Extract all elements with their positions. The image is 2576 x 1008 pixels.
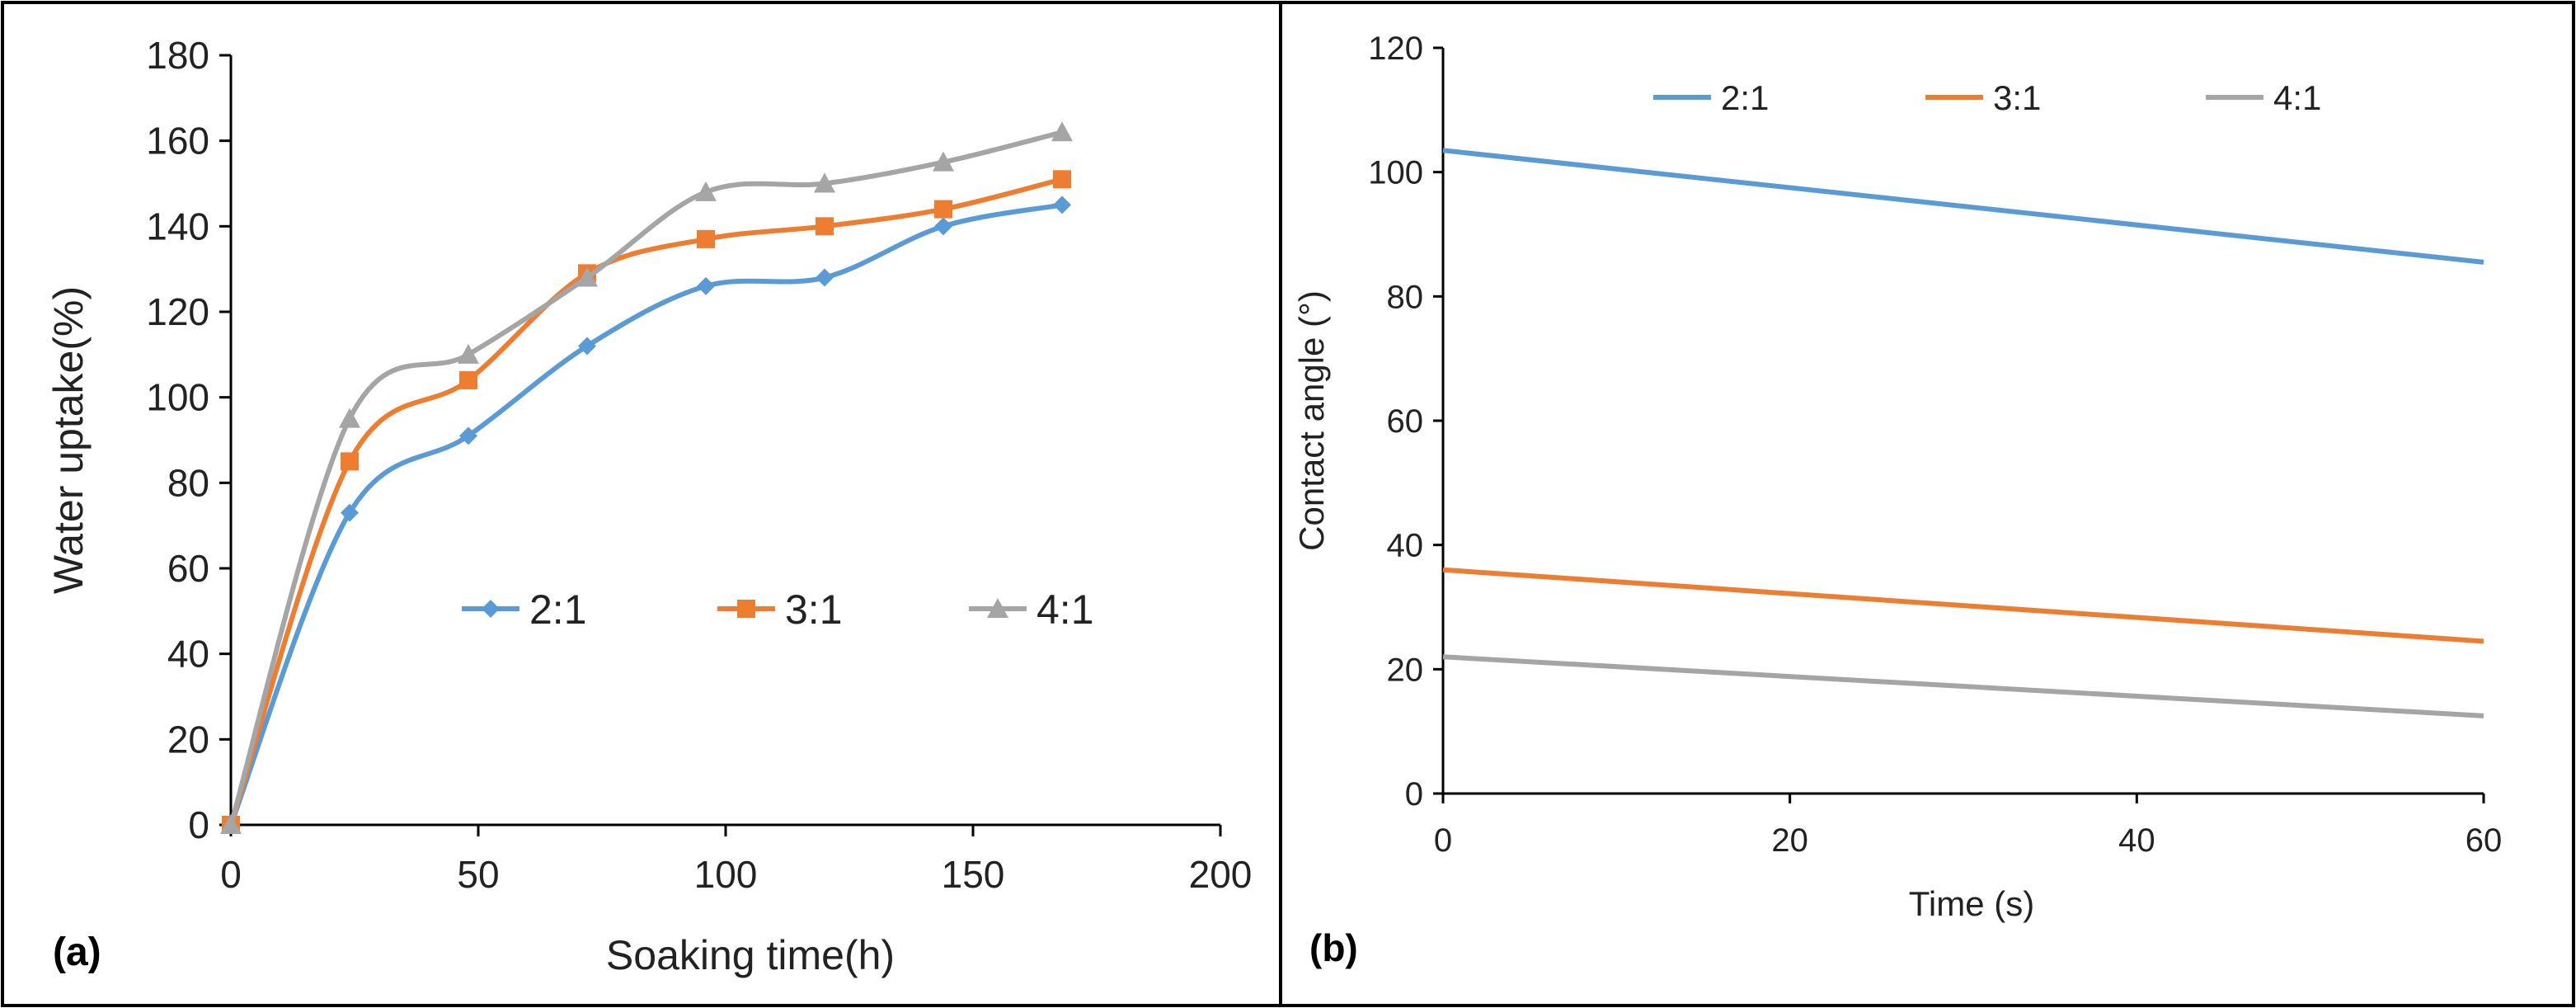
series-1 (222, 195, 1071, 834)
y-tick-label: 120 (1368, 31, 1423, 67)
data-point (816, 268, 834, 287)
legend-marker (737, 600, 755, 618)
legend-entry: 4:1 (969, 586, 1094, 633)
y-axis-label: Contact angle (°) (1292, 290, 1331, 551)
x-tick-label: 200 (1189, 853, 1253, 896)
y-tick-label: 80 (1387, 279, 1424, 315)
y-tick-label: 140 (146, 205, 209, 247)
legend-entry: 3:1 (1925, 78, 2041, 117)
data-point (933, 151, 954, 172)
series-2-line (1442, 567, 2484, 644)
y-tick-label: 100 (146, 376, 209, 419)
data-point (459, 426, 477, 445)
data-point (1051, 121, 1073, 142)
panel-label: (b) (1309, 926, 1358, 969)
legend-entry: 4:1 (2206, 78, 2321, 117)
x-tick-label: 150 (942, 853, 1005, 896)
data-point (697, 229, 715, 248)
legend-label: 2:1 (1721, 78, 1769, 117)
y-tick-label: 40 (1387, 528, 1424, 564)
legend-label: 3:1 (785, 586, 843, 633)
series-line (228, 202, 1063, 827)
data-point (220, 814, 242, 834)
x-tick-label: 20 (1771, 822, 1808, 859)
data-point (695, 181, 717, 201)
data-point (578, 337, 596, 356)
x-axis-label: Soaking time(h) (606, 932, 895, 978)
x-axis-label: Time (s) (1909, 884, 2034, 923)
y-tick-label: 80 (167, 461, 209, 504)
data-point (1053, 170, 1071, 189)
y-tick-label: 60 (1387, 403, 1424, 440)
data-point (459, 370, 477, 389)
legend-label: 4:1 (1037, 586, 1094, 633)
y-tick-label: 0 (1405, 776, 1423, 813)
y-axis-label: Water uptake(%) (45, 286, 92, 594)
legend-marker (987, 598, 1008, 618)
y-tick-label: 160 (146, 120, 209, 163)
data-point (458, 343, 479, 364)
data-point (576, 266, 598, 287)
legend-label: 4:1 (2273, 78, 2321, 117)
y-tick-label: 100 (1368, 155, 1423, 191)
y-tick-label: 0 (188, 803, 209, 846)
series-3-line (1442, 654, 2484, 718)
data-point (814, 172, 835, 193)
x-tick-label: 100 (694, 853, 758, 896)
data-point (816, 217, 834, 236)
data-point (341, 452, 359, 471)
x-tick-label: 60 (2466, 822, 2503, 859)
x-tick-label: 40 (2118, 822, 2155, 859)
data-point (934, 217, 952, 236)
y-tick-label: 60 (167, 547, 209, 590)
x-tick-label: 50 (457, 853, 499, 896)
legend-entry: 2:1 (462, 586, 587, 633)
y-tick-label: 20 (1387, 652, 1424, 688)
data-point (339, 407, 360, 428)
legend-marker (482, 600, 500, 618)
data-point (934, 200, 952, 219)
legend-label: 3:1 (1993, 78, 2041, 117)
series-2 (222, 170, 1071, 834)
legend-entry: 2:1 (1653, 78, 1769, 117)
data-point (697, 276, 715, 295)
data-point (1053, 195, 1071, 214)
series-3 (220, 121, 1073, 834)
legend-entry: 3:1 (717, 586, 843, 633)
panel-b-contact-angle-chart: 0 20 40 60 80 100 120 0 20 40 60 Time (s) Contact an… (1292, 31, 2502, 969)
series-1-line (1442, 148, 2484, 265)
panel-a-water-uptake-chart: 0 20 40 60 80 100 120 140 160 180 0 50 100 150 200 Soak… (45, 34, 1252, 978)
legend-label: 2:1 (529, 586, 587, 633)
series-line (228, 130, 1063, 826)
panel-label: (a) (53, 930, 101, 974)
y-tick-label: 180 (146, 34, 209, 77)
data-point (341, 503, 359, 522)
y-tick-label: 120 (146, 290, 209, 333)
y-tick-label: 40 (167, 633, 209, 676)
x-tick-label: 0 (1434, 822, 1452, 859)
y-tick-label: 20 (167, 718, 209, 761)
x-tick-label: 0 (220, 853, 242, 896)
